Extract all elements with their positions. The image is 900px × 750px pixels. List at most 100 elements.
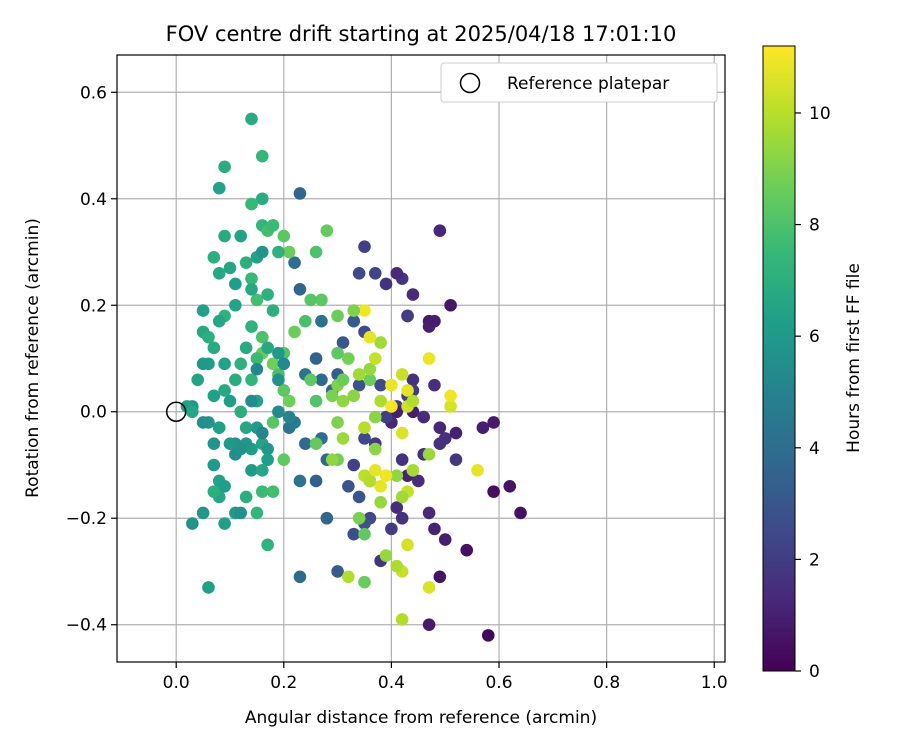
data-point [229, 373, 242, 387]
data-point [186, 517, 199, 530]
data-point [277, 384, 291, 397]
data-point [245, 282, 258, 296]
data-point [379, 549, 393, 562]
data-point [379, 410, 393, 424]
y-tick-label: 0.4 [80, 190, 107, 210]
data-point [207, 389, 221, 403]
data-point [417, 410, 430, 424]
data-point [406, 288, 420, 301]
data-point [293, 187, 307, 200]
data-point [395, 613, 409, 626]
data-point [368, 464, 382, 477]
data-point [374, 495, 387, 509]
data-point [261, 538, 274, 552]
data-point [299, 437, 312, 450]
data-point [212, 314, 226, 328]
data-point [293, 282, 307, 296]
data-point [293, 474, 307, 488]
data-point [255, 149, 269, 163]
data-point [239, 421, 253, 435]
colorbar-tick-label: 4 [809, 439, 820, 459]
x-tick-label: 0.6 [485, 673, 512, 693]
data-point [433, 437, 447, 450]
data-point [374, 378, 387, 392]
data-point [401, 309, 414, 323]
data-point [438, 533, 452, 546]
x-tick-label: 0.2 [270, 673, 297, 693]
data-point [309, 245, 323, 259]
y-tick-label: −0.4 [66, 616, 107, 636]
data-point [223, 261, 237, 275]
data-point [272, 405, 285, 419]
data-point [395, 490, 409, 504]
data-point [342, 570, 355, 584]
data-point [266, 357, 280, 371]
data-point [358, 304, 371, 317]
data-point [315, 314, 328, 328]
data-point [223, 394, 237, 408]
data-point [255, 426, 269, 440]
legend-entry-label: Reference platepar [507, 74, 669, 94]
data-point [234, 506, 248, 520]
data-point [374, 479, 387, 493]
data-point [288, 256, 301, 269]
data-point [487, 416, 500, 429]
data-point [342, 352, 355, 365]
data-point [277, 357, 291, 371]
data-point [229, 298, 242, 312]
data-point [234, 405, 248, 419]
data-point [390, 559, 404, 573]
x-tick-label: 0.8 [593, 673, 620, 693]
data-point [250, 293, 264, 307]
data-point [309, 474, 323, 488]
data-point [395, 426, 409, 440]
data-point [245, 373, 258, 387]
data-point [196, 357, 210, 371]
data-point [245, 197, 258, 211]
data-point [336, 432, 350, 445]
x-tick-label: 1.0 [701, 673, 728, 693]
data-point [347, 389, 361, 403]
data-point [202, 330, 215, 344]
data-point [325, 453, 339, 466]
data-point [514, 506, 527, 520]
data-point [218, 384, 231, 397]
data-point [239, 341, 253, 355]
data-point [309, 394, 323, 408]
data-point [255, 464, 269, 477]
data-point [406, 373, 420, 387]
data-point [272, 373, 285, 387]
data-point [352, 267, 366, 280]
data-point [331, 416, 344, 429]
data-point [218, 229, 231, 243]
data-point [444, 389, 457, 403]
data-point [358, 240, 371, 253]
data-point [336, 373, 350, 387]
legend: Reference platepar [440, 62, 718, 103]
data-point [255, 245, 269, 259]
data-point [234, 442, 248, 456]
data-point [320, 511, 334, 525]
data-point [207, 341, 221, 355]
colorbar-tick-label: 8 [809, 216, 820, 236]
data-point [266, 485, 280, 498]
data-point [444, 298, 457, 312]
data-point [282, 410, 296, 424]
data-point [207, 437, 221, 450]
colorbar-label: Hours from first FF file [844, 263, 864, 453]
data-point [395, 368, 409, 381]
x-tick-label: 0.4 [378, 673, 405, 693]
data-point [352, 490, 366, 504]
data-point [342, 479, 355, 493]
data-point [186, 405, 199, 419]
data-point [422, 581, 436, 594]
colorbar-tick-label: 0 [809, 662, 820, 682]
data-point [358, 421, 371, 435]
data-point [347, 458, 361, 472]
colorbar-tick-label: 2 [809, 550, 820, 570]
data-point [347, 527, 361, 541]
data-point [368, 410, 382, 424]
y-axis-ticks: −0.4 −0.2 0.0 0.2 0.4 0.6 [66, 83, 117, 636]
data-point [358, 527, 371, 541]
